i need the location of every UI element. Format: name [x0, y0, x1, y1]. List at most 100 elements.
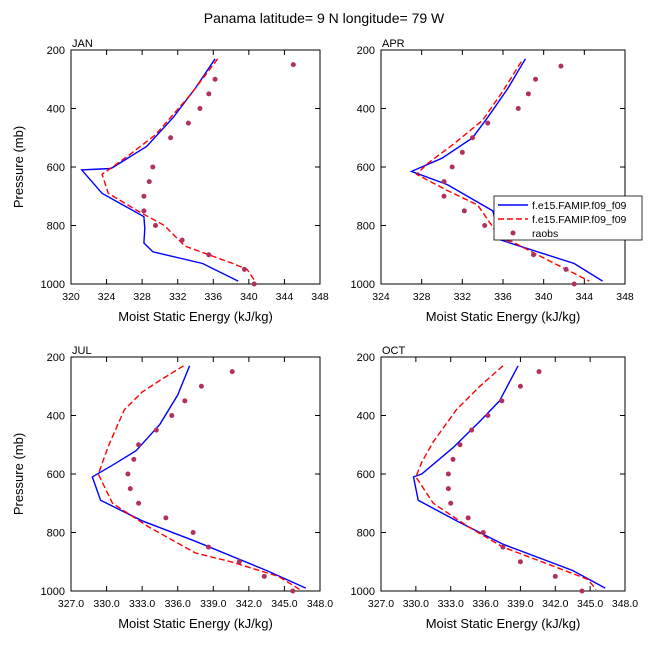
obs-point: [146, 179, 152, 185]
obs-point: [515, 106, 521, 111]
obs-point: [153, 427, 159, 433]
obs-point: [290, 588, 296, 594]
x-axis-label: Moist Static Energy (kJ/kg): [118, 309, 273, 324]
obs-point: [441, 193, 447, 199]
obs-point: [206, 252, 212, 258]
x-tick-label: 324: [98, 291, 116, 303]
x-tick-label: 328: [413, 291, 431, 303]
obs-point: [190, 530, 196, 535]
x-tick-label: 327.0: [368, 598, 394, 610]
y-tick-label: 400: [357, 104, 375, 116]
obs-point: [169, 413, 175, 418]
obs-point: [206, 544, 212, 550]
legend-label: f.e15.FAMIP.f09_f09: [532, 214, 627, 226]
obs-point: [125, 471, 131, 477]
x-tick-label: 348: [311, 291, 329, 303]
panel-oct: OCT 327.0 330.0 333.0 336.0 339.0 342.0 345.0 34…: [351, 345, 639, 631]
x-tick-label: 320: [62, 291, 80, 303]
obs-point: [136, 500, 142, 506]
y-tick-label: 800: [357, 528, 375, 540]
x-tick-label: 336.0: [472, 598, 498, 610]
panel-jul: JUL 327.0 330.0 333.0 336.0 339.0 342.0 345.0 34…: [11, 345, 333, 631]
obs-point: [465, 515, 471, 521]
x-tick-label: 340: [240, 291, 258, 303]
y-axis-label: Pressure (mb): [11, 126, 26, 208]
obs-point: [485, 413, 491, 418]
series-line-dashed: [415, 365, 597, 590]
legend: f.e15.FAMIP.f09_f09 f.e15.FAMIP.f09_f09ra…: [493, 195, 643, 241]
series-line-solid: [80, 58, 239, 282]
obs-point: [571, 281, 577, 287]
legend-label: raobs: [532, 228, 558, 240]
obs-point: [251, 281, 257, 287]
panel-apr: APR 324 328 332 336 340 344 348 200 400 600 800 1000…: [351, 38, 643, 324]
obs-point: [500, 544, 506, 550]
x-tick-label: 348.0: [612, 598, 638, 610]
obs-point: [136, 442, 142, 448]
y-axis-label: Pressure (mb): [11, 433, 26, 515]
obs-point: [198, 383, 204, 389]
y-tick-label: 200: [357, 45, 375, 57]
series-line-solid: [412, 365, 606, 589]
obs-point: [127, 486, 133, 492]
obs-point: [470, 135, 475, 141]
obs-point: [163, 515, 169, 521]
x-tick-label: 336.0: [165, 598, 191, 610]
y-tick-label: 200: [47, 352, 65, 364]
obs-point: [485, 120, 491, 126]
panels: JAN 320 324 328 332 336 340 344 348 200 400 600 800 1…: [11, 38, 643, 631]
x-axis-label: Moist Static Energy (kJ/kg): [118, 616, 273, 631]
obs-point: [499, 398, 505, 404]
obs-point: [482, 223, 488, 228]
obs-point: [461, 208, 467, 214]
obs-point: [579, 588, 585, 594]
obs-point: [517, 559, 523, 565]
y-tick-label: 800: [357, 221, 375, 233]
y-tick-label: 1000: [351, 586, 375, 598]
x-tick-label: 348: [616, 291, 634, 303]
chart-title: Panama latitude= 9 N longitude= 79 W: [204, 10, 445, 26]
obs-point: [150, 164, 156, 170]
obs-point: [449, 164, 455, 170]
y-tick-label: 1000: [351, 279, 375, 291]
obs-point: [290, 62, 296, 68]
y-tick-label: 600: [47, 162, 65, 174]
obs-point: [459, 149, 465, 155]
obs-point: [445, 471, 451, 477]
obs-point: [152, 223, 158, 228]
plot-frame: [380, 49, 626, 285]
y-tick-label: 800: [47, 221, 65, 233]
x-tick-label: 333.0: [129, 598, 155, 610]
panel-label: JUL: [72, 345, 92, 357]
plot-frame: [70, 49, 321, 285]
y-tick-label: 400: [47, 104, 65, 116]
obs-point: [131, 456, 137, 462]
obs-point: [179, 237, 185, 243]
legend-label: f.e15.FAMIP.f09_f09: [532, 200, 627, 212]
obs-point: [168, 135, 174, 141]
x-tick-label: 345.0: [271, 598, 297, 610]
x-tick-label: 332: [454, 291, 472, 303]
obs-point: [445, 486, 451, 492]
x-axis-label: Moist Static Energy (kJ/kg): [426, 616, 581, 631]
x-tick-label: 328: [133, 291, 151, 303]
x-tick-label: 345.0: [577, 598, 603, 610]
x-tick-label: 324: [372, 291, 390, 303]
series-line-dashed: [101, 58, 256, 282]
y-tick-label: 600: [357, 162, 375, 174]
x-tick-label: 330.0: [403, 598, 429, 610]
x-tick-label: 344: [576, 291, 594, 303]
y-tick-label: 400: [357, 411, 375, 423]
y-tick-label: 200: [47, 45, 65, 57]
y-tick-label: 800: [47, 528, 65, 540]
x-tick-label: 339.0: [507, 598, 533, 610]
obs-point: [533, 76, 539, 82]
obs-point: [469, 427, 475, 433]
obs-point: [441, 179, 447, 185]
y-tick-label: 600: [47, 469, 65, 481]
x-tick-label: 333.0: [438, 598, 464, 610]
obs-point: [552, 573, 558, 579]
x-tick-label: 336: [205, 291, 223, 303]
obs-point: [236, 559, 242, 565]
